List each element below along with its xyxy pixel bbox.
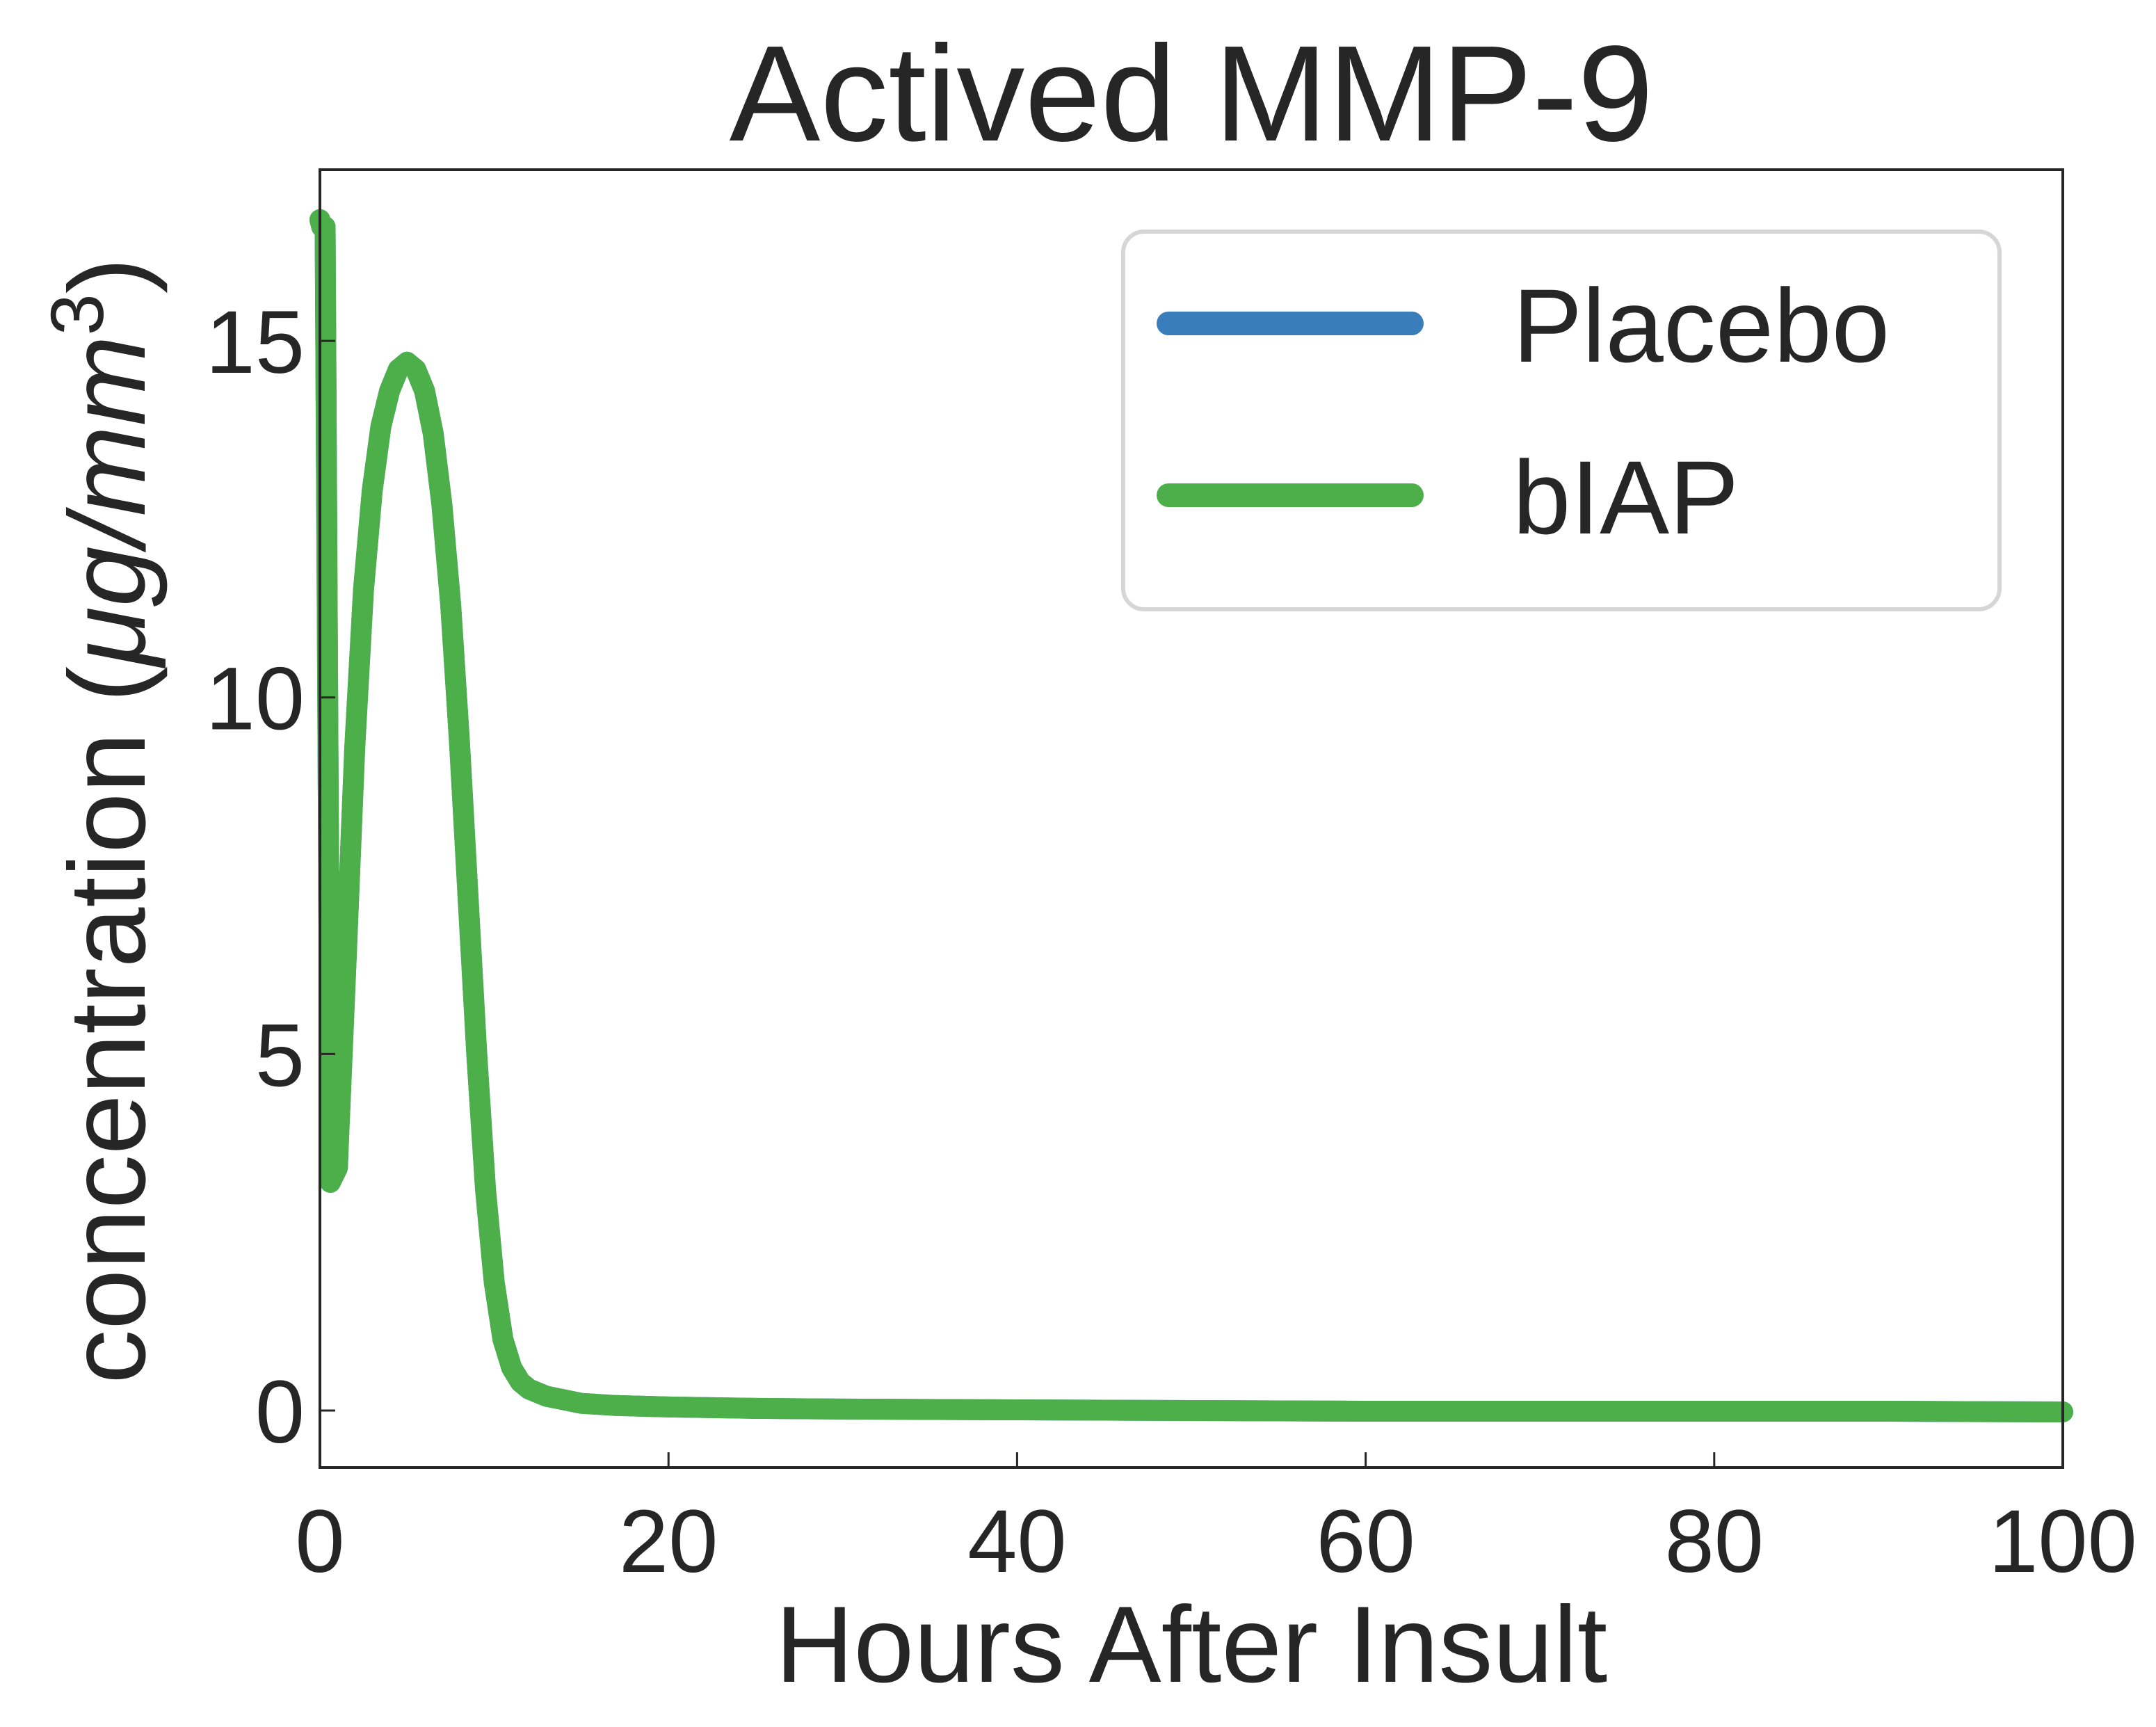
y-axis-label: concentration (μg/mm3) (35, 257, 169, 1383)
y-axis-label-unit-mu: μ (47, 607, 168, 668)
x-tick-label: 0 (295, 1492, 344, 1591)
ticks-layer: 0 20 40 60 80 100 0 5 10 15 (206, 293, 2137, 1591)
series-line-biap (309, 209, 2073, 1422)
series-layer (309, 209, 2073, 1422)
x-axis-label: Hours After Insult (775, 1584, 1608, 1705)
y-tick-label: 10 (206, 650, 305, 749)
x-tick-label: 60 (1316, 1492, 1415, 1591)
y-axis-label-suffix: ) (47, 257, 168, 294)
legend-label-placebo: Placebo (1513, 267, 1890, 384)
x-tick-label: 20 (619, 1492, 718, 1591)
x-tick-label: 40 (967, 1492, 1066, 1591)
legend-label-biap: bIAP (1513, 439, 1739, 556)
y-tick-label: 0 (255, 1363, 305, 1462)
x-tick-label: 80 (1665, 1492, 1764, 1591)
legend: Placebo bIAP (1121, 230, 2002, 611)
y-axis-label-unit: g/mm (47, 335, 168, 607)
y-axis-label-exponent: 3 (35, 294, 119, 335)
x-tick-label: 100 (1988, 1492, 2137, 1591)
chart-title: Actived MMP-9 (730, 17, 1654, 170)
y-tick-label: 5 (255, 1006, 305, 1105)
plot-frame (319, 168, 2064, 1469)
y-tick-label: 15 (206, 293, 305, 392)
y-axis-label-prefix: concentration ( (47, 666, 168, 1384)
